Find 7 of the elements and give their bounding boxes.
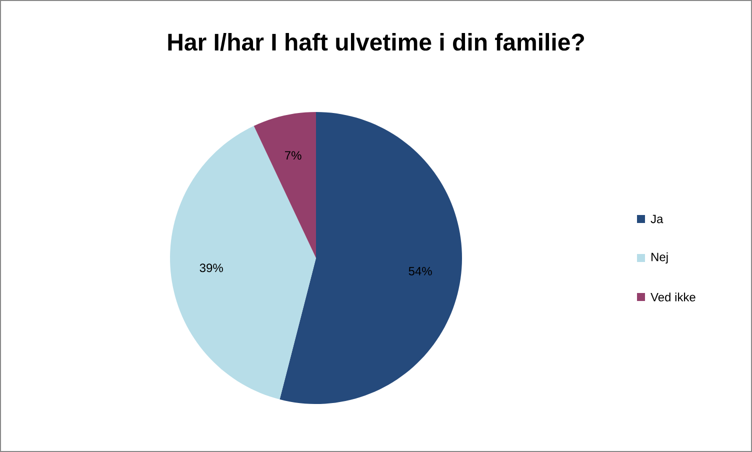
data-label: 7%: [285, 151, 302, 160]
data-label: 54%: [408, 266, 432, 276]
legend-label: Ved ikke: [650, 292, 696, 302]
legend-label: Nej: [652, 252, 668, 264]
chart-title: Har I/har I haft ulvetime i din familie?: [168, 33, 584, 51]
legend-label: Ja: [650, 214, 664, 224]
data-label: 39%: [200, 264, 223, 272]
